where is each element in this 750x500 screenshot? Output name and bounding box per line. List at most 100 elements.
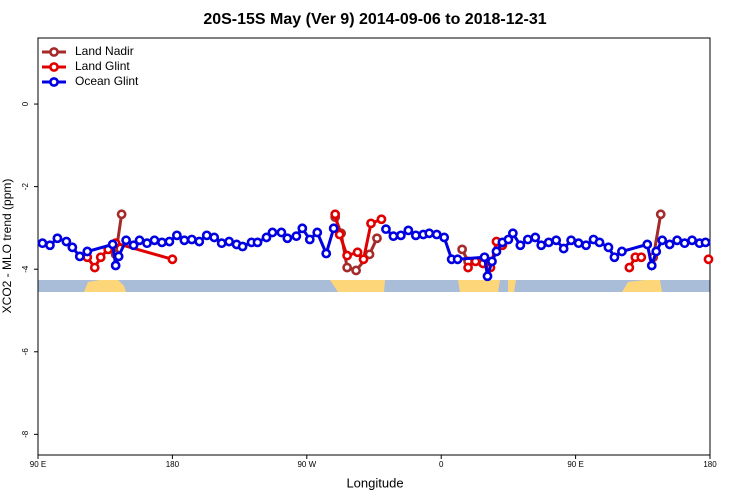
y-tick-label: -2 [21,183,30,191]
data-point [551,235,562,246]
data-point [457,244,468,255]
data-point [116,209,127,220]
legend-marker [49,77,59,87]
data-point [82,246,93,257]
data-point [664,239,675,250]
y-tick-label: -4 [21,265,30,273]
data-point [395,230,406,241]
land-strip [508,280,516,292]
data-point [261,232,272,243]
data-point [201,230,212,241]
data-point [479,252,490,263]
x-tick-label: 90 E [567,460,583,469]
plot-frame [37,37,711,456]
legend-label: Land Nadir [75,44,134,58]
data-point [642,239,653,250]
data-point [364,249,375,260]
x-axis-label: Longitude [346,475,403,490]
data-point [609,252,620,263]
data-point [194,236,205,247]
data-point [703,254,714,265]
data-point [216,238,227,249]
data-point [372,233,382,244]
chart-title: 20S-15S May (Ver 9) 2014-09-06 to 2018-1… [203,11,546,28]
data-point [581,240,591,251]
data-point [252,237,263,248]
data-point [107,239,118,250]
data-point [679,238,690,249]
data-point [388,231,399,242]
data-point [267,227,278,238]
legend-label: Land Glint [75,59,130,73]
data-point [424,228,435,239]
data-point [164,236,175,247]
data-point [291,231,302,242]
data-point [37,238,48,249]
land-strip [84,280,126,292]
data-point [657,235,668,246]
data-point [330,209,341,220]
data-point [376,214,387,225]
data-point [558,243,569,254]
data-point [52,233,63,244]
data-point [530,232,541,243]
x-tick-label: 0 [439,460,444,469]
data-point [366,218,376,229]
data-point [209,232,220,243]
data-point [487,256,497,267]
data-point [491,246,502,257]
data-point [45,240,55,251]
data-point [646,260,657,271]
data-point [507,228,518,239]
data-point [304,234,315,245]
data-point [224,236,235,247]
data-point [237,241,248,252]
data-point [651,246,662,257]
data-point [672,235,683,246]
x-tick-label: 180 [166,460,180,469]
data-point [67,242,78,253]
data-point [403,225,414,236]
data-point [297,223,308,234]
data-point [157,237,167,248]
y-tick-label: -6 [21,348,30,356]
data-point [410,230,421,241]
y-tick-label: -8 [21,430,30,438]
x-tick-label: 180 [703,460,717,469]
data-point [463,262,473,273]
data-point [95,252,106,263]
data-point [142,238,152,249]
data-point [624,262,635,273]
data-point [321,248,332,259]
data-point [352,247,363,258]
data-point [431,229,442,240]
data-point [113,251,124,262]
data-point [171,230,182,241]
data-point [566,235,577,246]
legend-marker [49,47,59,57]
data-point [603,242,614,253]
data-point [334,229,345,240]
legend-label: Ocean Glint [75,74,139,88]
data-point [121,235,132,246]
data-point [74,251,85,262]
legend-marker [49,62,59,72]
data-point [573,238,584,249]
x-tick-label: 90 E [30,460,46,469]
data-point [179,235,190,246]
data-point [134,235,145,246]
land-strip [622,280,662,292]
data-point [536,240,547,251]
data-point [282,233,293,244]
data-point [594,237,605,248]
map-strip [38,280,710,292]
data-point [700,237,711,248]
data-point [522,234,533,245]
data-point [515,240,526,251]
data-point [342,262,353,273]
data-point [616,246,627,257]
y-tick-label: 0 [21,101,30,106]
data-point [439,232,450,243]
data-point [89,262,100,273]
